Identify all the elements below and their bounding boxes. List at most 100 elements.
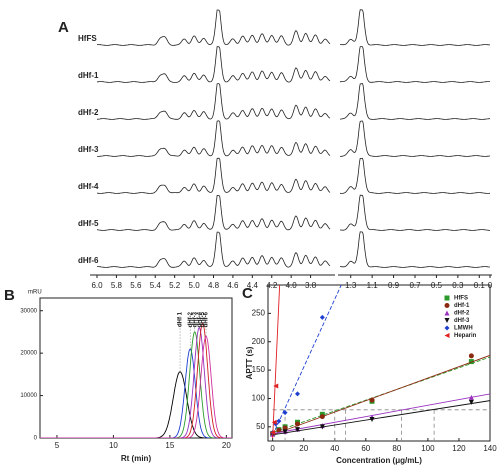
x-tick-label: 4.0: [286, 281, 298, 290]
peak-trace: [40, 322, 232, 438]
x-tick-label: 0.1: [474, 281, 486, 290]
marker: [294, 391, 300, 397]
x-tick-label: 5.2: [169, 281, 181, 290]
marker: [369, 416, 375, 422]
peak-trace: [40, 371, 232, 438]
panel-label: C: [242, 285, 253, 302]
marker: [369, 397, 375, 403]
x-tick-label: 0.9: [388, 281, 400, 290]
peak-label: dHf-5: [200, 311, 206, 327]
panel-label: A: [58, 19, 69, 36]
x-axis-label: Rt (min): [121, 454, 152, 463]
peak-trace: [40, 348, 232, 438]
marker: [468, 394, 474, 400]
x-tick-label: 15: [165, 441, 174, 450]
marker: [294, 421, 300, 427]
x-tick-label: 5.0: [189, 281, 201, 290]
marker: [319, 414, 325, 420]
peak-label: dHf-3: [192, 311, 198, 327]
marker: [319, 314, 325, 320]
x-tick-label: 0: [270, 444, 275, 453]
x-tick-label: 3.8: [305, 281, 317, 290]
marker: [319, 424, 325, 430]
marker: [270, 429, 276, 435]
marker: [276, 427, 282, 433]
x-tick-label: 60: [361, 444, 370, 453]
legend-marker: [444, 318, 450, 323]
spectrum: [96, 157, 490, 194]
legend-label: dHf-2: [454, 311, 470, 317]
fit-line: [272, 285, 342, 436]
y-tick-label: 150: [252, 365, 266, 374]
panel-label: B: [4, 287, 15, 304]
marker: [294, 427, 300, 433]
y-tick-label: 20000: [20, 351, 37, 357]
x-tick-label: 120: [452, 444, 466, 453]
x-tick-label: 4.8: [208, 281, 220, 290]
x-tick-label: 5: [55, 441, 60, 450]
row-label: dHf-4: [78, 182, 99, 191]
x-tick-label: 4.4: [247, 281, 259, 290]
x-tick-label: 100: [421, 444, 435, 453]
peak-label: dHf-2: [188, 311, 194, 327]
legend-marker: [444, 325, 450, 331]
legend-marker: [444, 310, 450, 316]
x-tick-label: 5.8: [111, 281, 123, 290]
legend-label: Heparin: [454, 333, 477, 339]
x-tick-label: 10: [109, 441, 118, 450]
marker: [282, 425, 288, 431]
x-tick-label: 0.7: [409, 281, 421, 290]
y-tick-label: 30000: [20, 308, 37, 314]
y-tick-label: 250: [252, 308, 266, 317]
legend-label: LMWH: [454, 326, 473, 332]
marker: [468, 359, 474, 365]
y-tick-label: 50: [256, 422, 265, 431]
row-label: dHf-1: [78, 71, 99, 80]
fit-line: [272, 285, 281, 439]
x-tick-label: 5.4: [150, 281, 162, 290]
spectrum: [97, 120, 491, 157]
y-tick-label: 0: [34, 436, 38, 442]
marker: [273, 383, 279, 389]
x-axis-label: Concentration (μg/mL): [336, 456, 422, 465]
x-tick-label: 6.0: [91, 281, 103, 290]
row-label: dHf-6: [78, 256, 99, 265]
row-label: HfFS: [78, 34, 97, 43]
x-tick-label: 4.2: [266, 281, 278, 290]
y-axis-label: APTT (s): [245, 346, 254, 379]
y-tick-label: 200: [252, 337, 266, 346]
x-tick-label: 1.3: [345, 281, 357, 290]
x-tick-label: 4.6: [227, 281, 239, 290]
x-tick-label: 80: [392, 444, 401, 453]
x-tick-label: 140: [483, 444, 497, 453]
peak-trace: [40, 326, 232, 438]
x-tick-label: 5.6: [130, 281, 142, 290]
fit-line: [272, 354, 490, 436]
row-label: dHf-3: [78, 145, 99, 154]
y-tick-label: 100: [252, 394, 266, 403]
spectrum: [96, 9, 491, 46]
legend-label: HfFS: [454, 296, 468, 302]
peak-trace: [40, 335, 232, 438]
x-tick-label: 0.3: [452, 281, 464, 290]
x-tick-label: 20: [299, 444, 308, 453]
y-axis-label: mRU: [28, 290, 42, 296]
spectrum: [96, 83, 491, 120]
plot-area: [270, 285, 490, 441]
marker: [271, 419, 277, 425]
marker: [276, 418, 282, 424]
peak-label: dHf-4: [197, 311, 203, 327]
spectrum: [96, 46, 491, 83]
peak-label: dHf-6: [204, 311, 210, 327]
y-tick-label: 10000: [20, 393, 37, 399]
x-tick-label: 20: [222, 441, 231, 450]
legend-label: dHf-1: [454, 303, 470, 309]
marker: [468, 399, 474, 405]
peak-trace: [40, 331, 232, 438]
fit-line: [272, 400, 490, 436]
legend-label: dHf-3: [454, 318, 470, 324]
x-tick-label: 1.1: [367, 281, 379, 290]
marker: [282, 410, 288, 416]
plot-area: [40, 322, 232, 438]
